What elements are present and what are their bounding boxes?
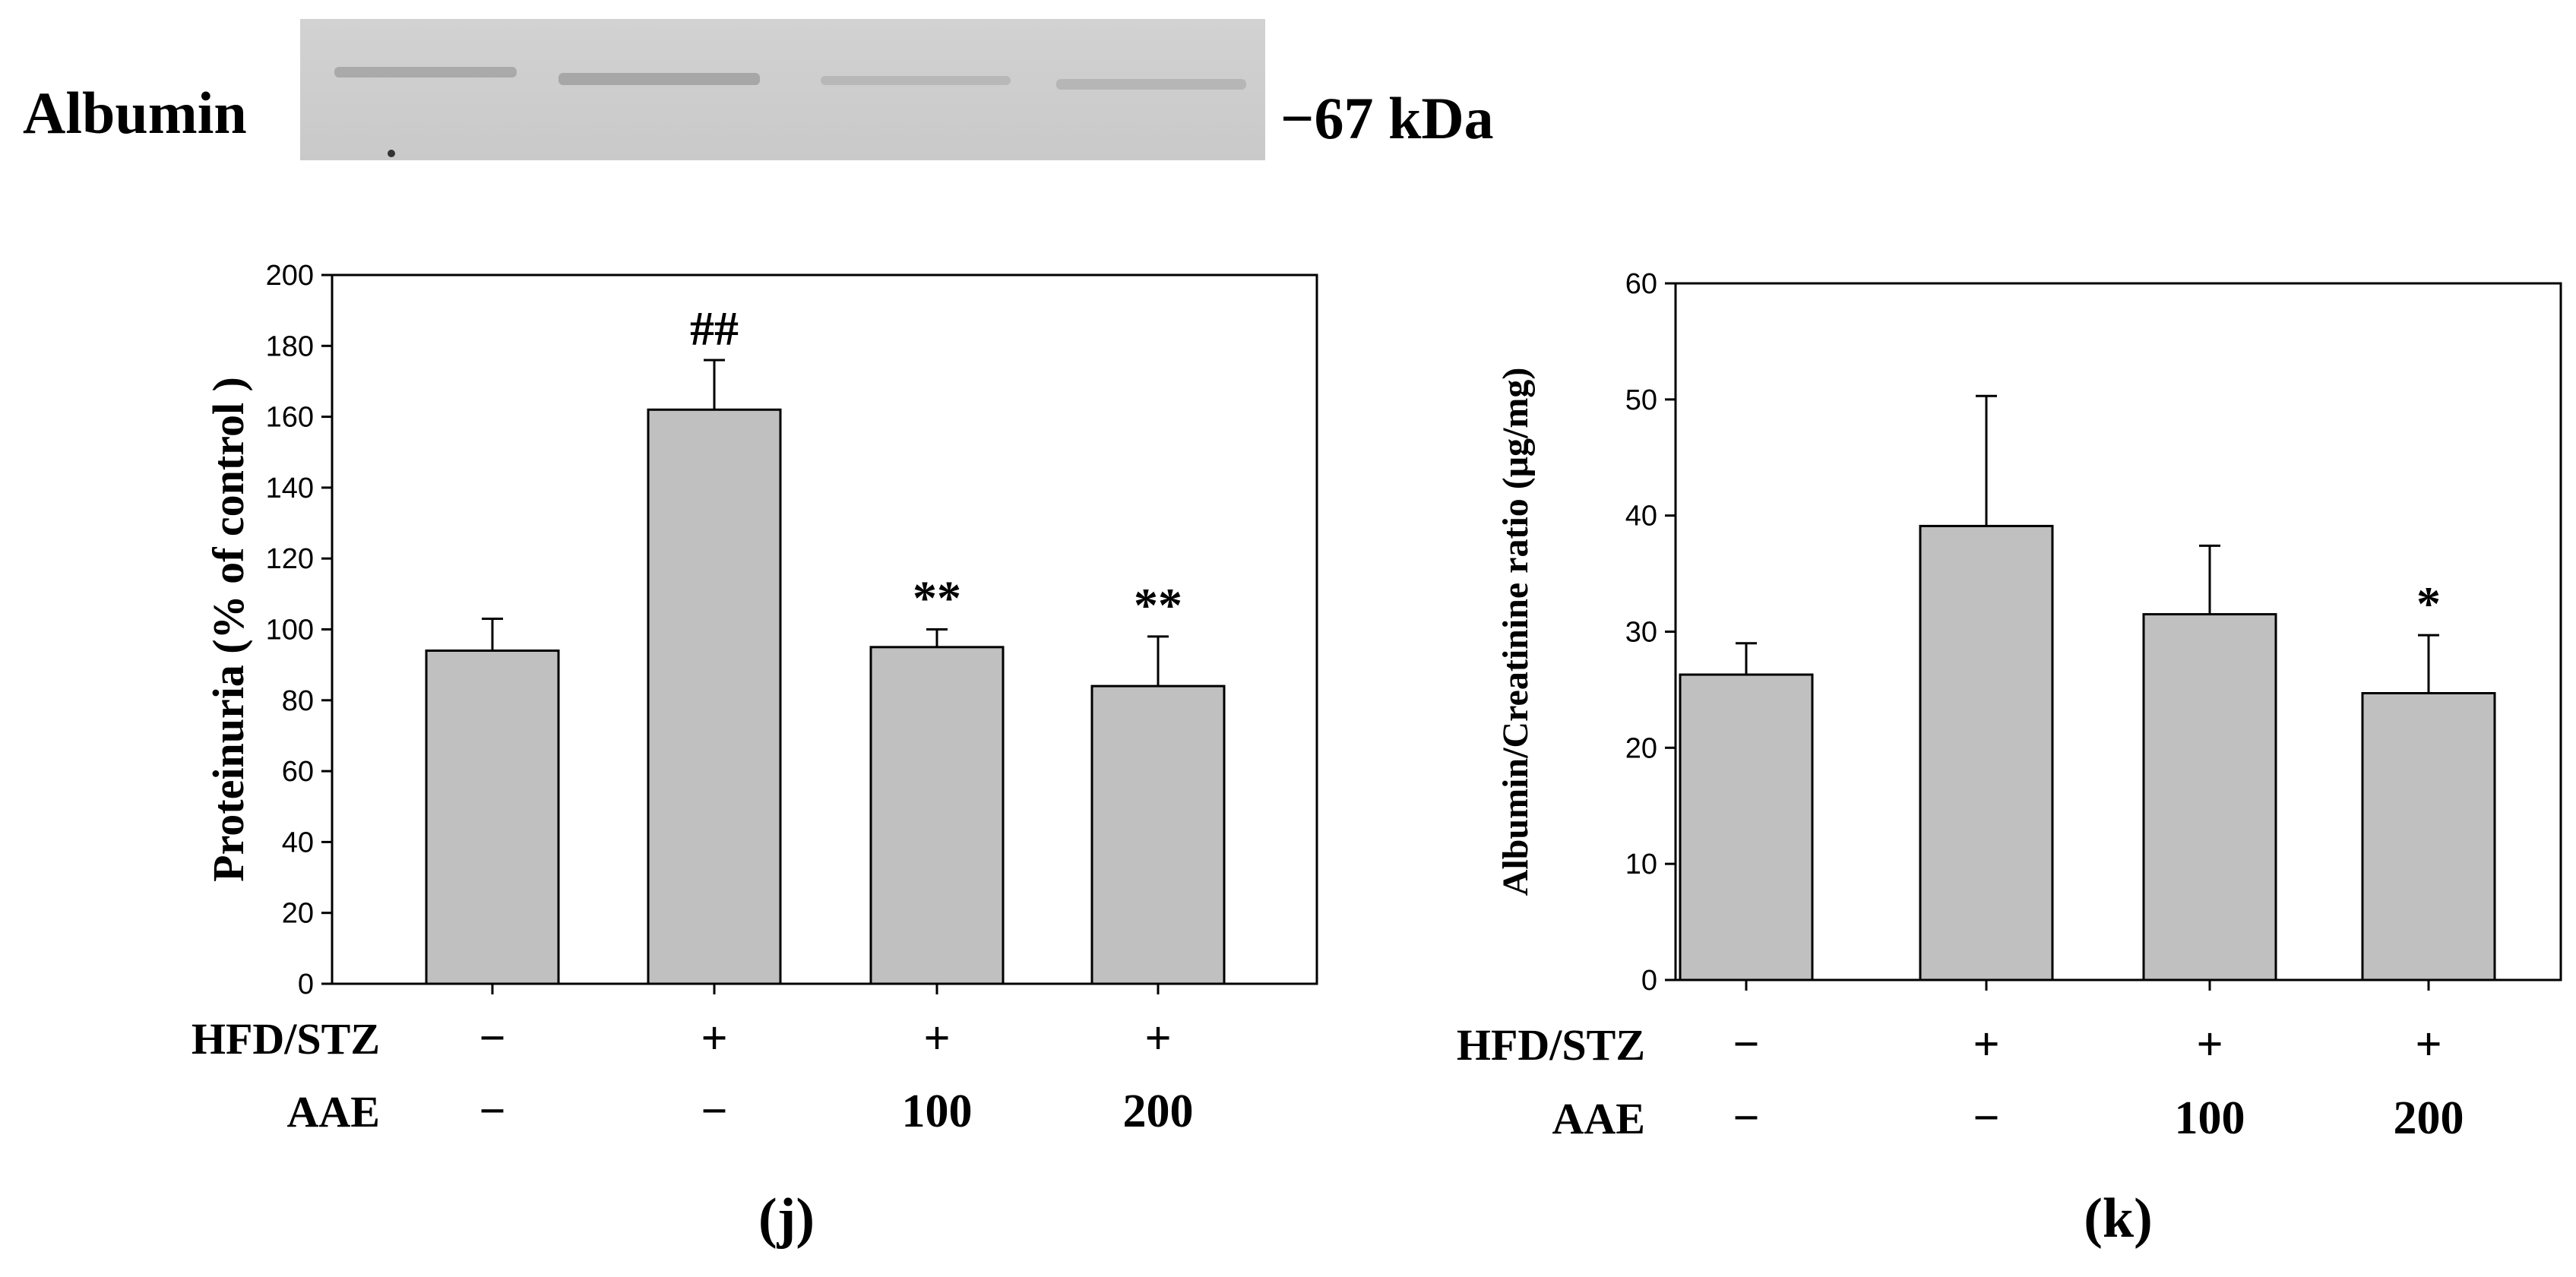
hfd-stz-value: + [923,1013,950,1064]
blot-band-1 [334,67,517,77]
hfd-stz-value: + [1973,1019,1999,1070]
y-tick-label: 100 [266,615,314,646]
significance-marker: ** [1134,578,1182,632]
y-tick-label: 60 [282,756,314,788]
hfd-stz-value: + [701,1013,727,1064]
row-label: HFD/STZ [1457,1020,1645,1070]
aae-value: 200 [2394,1092,2464,1144]
aae-value: − [1733,1092,1759,1144]
y-tick-label: 80 [282,685,314,717]
panel-label: (j) [758,1187,815,1250]
hfd-stz-value: − [479,1013,505,1064]
bar [2142,613,2277,981]
y-tick-label: 0 [298,969,314,1000]
y-tick-label: 20 [282,898,314,930]
bar [1679,673,1814,981]
y-tick-label: 200 [266,260,314,292]
aae-value: − [701,1086,727,1137]
blot-band-3 [821,76,1011,85]
y-tick-label: 10 [1625,849,1657,880]
y-tick-label: 0 [1641,965,1657,997]
aae-value: 100 [2175,1092,2245,1144]
bar [869,646,1005,985]
hfd-stz-value: − [1733,1019,1759,1070]
y-tick-label: 30 [1625,617,1657,649]
y-axis-label: Proteinuria (% of control ) [204,377,253,882]
bar [425,649,560,985]
y-tick-label: 50 [1625,384,1657,416]
panel-label: (k) [2084,1187,2152,1250]
y-tick-label: 180 [266,330,314,362]
blot-band-2 [559,73,760,85]
hfd-stz-value: + [1144,1013,1171,1064]
y-tick-label: 60 [1625,268,1657,300]
row-label: AAE [1552,1094,1645,1143]
row-label: AAE [287,1087,380,1136]
y-tick-label: 140 [266,473,314,504]
western-blot: Albumin −67 kDa [23,19,1494,160]
row-label: HFD/STZ [191,1014,380,1064]
aae-value: 200 [1123,1086,1194,1137]
aae-value: − [479,1086,505,1137]
blot-marker: −67 kDa [1280,85,1494,151]
bar [647,408,782,985]
y-tick-label: 20 [1625,732,1657,764]
significance-marker: ## [690,302,739,356]
y-tick-label: 160 [266,402,314,434]
blot-label: Albumin [23,80,247,146]
blot-band-4 [1056,79,1246,90]
blot-spot [388,150,395,157]
aae-value: 100 [902,1086,973,1137]
y-tick-label: 40 [282,827,314,858]
bar [2361,692,2496,981]
bar [1919,524,2054,981]
y-tick-label: 40 [1625,501,1657,533]
bar [1090,684,1226,985]
y-tick-label: 120 [266,543,314,575]
hfd-stz-value: + [2415,1019,2442,1070]
chart-j: 0 20 40 60 80 100 120 140 160 180 200 Proteinuria (… [191,260,1318,1250]
significance-marker: * [2416,577,2441,631]
y-axis-label: Albumin/Creatinine ratio (μg/mg) [1495,368,1536,896]
significance-marker: ** [913,571,961,625]
chart-k: 0 10 20 30 40 50 60 Albumin/Creatinine ratio (μ… [1457,268,2562,1250]
aae-value: − [1973,1092,1999,1144]
hfd-stz-value: + [2196,1019,2223,1070]
